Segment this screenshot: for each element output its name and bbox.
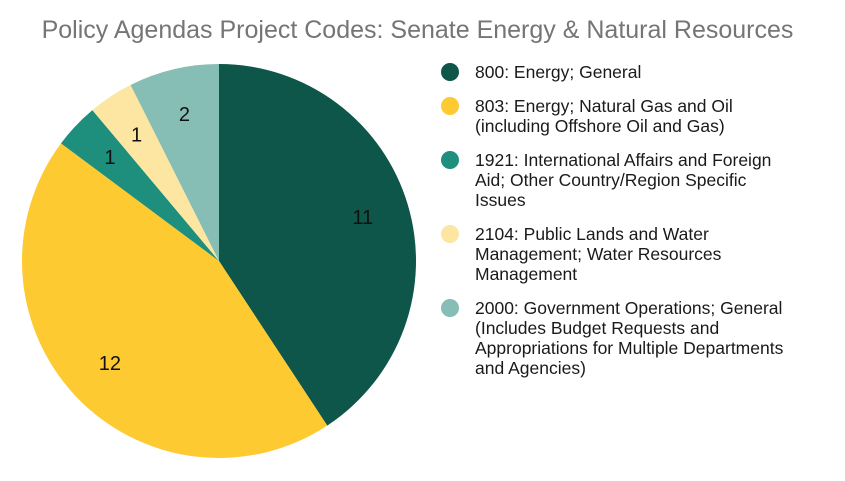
legend-label-line: 803: Energy; Natural Gas and Oil xyxy=(475,96,733,116)
legend-label: 2000: Government Operations; General (Inc… xyxy=(475,298,783,378)
legend-label-line: 2000: Government Operations; General xyxy=(475,298,783,318)
pie-slice-2 xyxy=(60,110,219,262)
slice-value-label-3: 1 xyxy=(131,125,142,147)
slice-value-label-1: 12 xyxy=(99,353,121,375)
pie-slice-4 xyxy=(130,64,219,261)
pie-slice-3 xyxy=(92,84,219,261)
legend-swatch xyxy=(441,225,459,243)
chart-title: Policy Agendas Project Codes: Senate Ene… xyxy=(41,16,794,44)
legend-item-3: 2104: Public Lands and Water Management; … xyxy=(441,224,841,284)
legend-label-line: (including Offshore Oil and Gas) xyxy=(475,116,725,136)
legend-item-4: 2000: Government Operations; General (Inc… xyxy=(441,298,841,378)
pie-slice-1 xyxy=(21,143,328,459)
legend-item-2: 1921: International Affairs and Foreign A… xyxy=(441,150,841,210)
legend-swatch xyxy=(441,299,459,317)
legend-swatch xyxy=(441,63,459,81)
legend-label-line: Issues xyxy=(475,190,526,210)
legend-item-1: 803: Energy; Natural Gas and Oil (includi… xyxy=(441,96,841,136)
legend-label-line: 2104: Public Lands and Water xyxy=(475,224,709,244)
legend-label: 803: Energy; Natural Gas and Oil (includi… xyxy=(475,96,733,136)
legend-label-line: 1921: International Affairs and Foreign xyxy=(475,150,772,170)
legend-swatch xyxy=(441,151,459,169)
legend-swatch xyxy=(441,97,459,115)
legend-label: 800: Energy; General xyxy=(475,62,641,82)
legend-label-line: Aid; Other Country/Region Specific xyxy=(475,170,747,190)
pie-slice-0 xyxy=(219,64,416,426)
slice-value-label-0: 11 xyxy=(352,207,373,229)
legend-label-line: and Agencies) xyxy=(475,358,586,378)
legend-label-line: 800: Energy; General xyxy=(475,62,642,82)
slice-value-label-4: 2 xyxy=(179,104,190,126)
legend-item-0: 800: Energy; General xyxy=(441,62,841,82)
legend: 800: Energy; General 803: Energy; Natural… xyxy=(441,62,841,378)
slice-value-label-2: 1 xyxy=(104,147,115,169)
legend-label-line: Management; Water Resources xyxy=(475,244,722,264)
legend-label-line: Appropriations for Multiple Departments xyxy=(475,338,784,358)
legend-label: 1921: International Affairs and Foreign A… xyxy=(475,150,771,210)
legend-label-line: (Includes Budget Requests and xyxy=(475,318,720,338)
legend-label: 2104: Public Lands and Water Management; … xyxy=(475,224,721,284)
legend-label-line: Management xyxy=(475,264,578,284)
